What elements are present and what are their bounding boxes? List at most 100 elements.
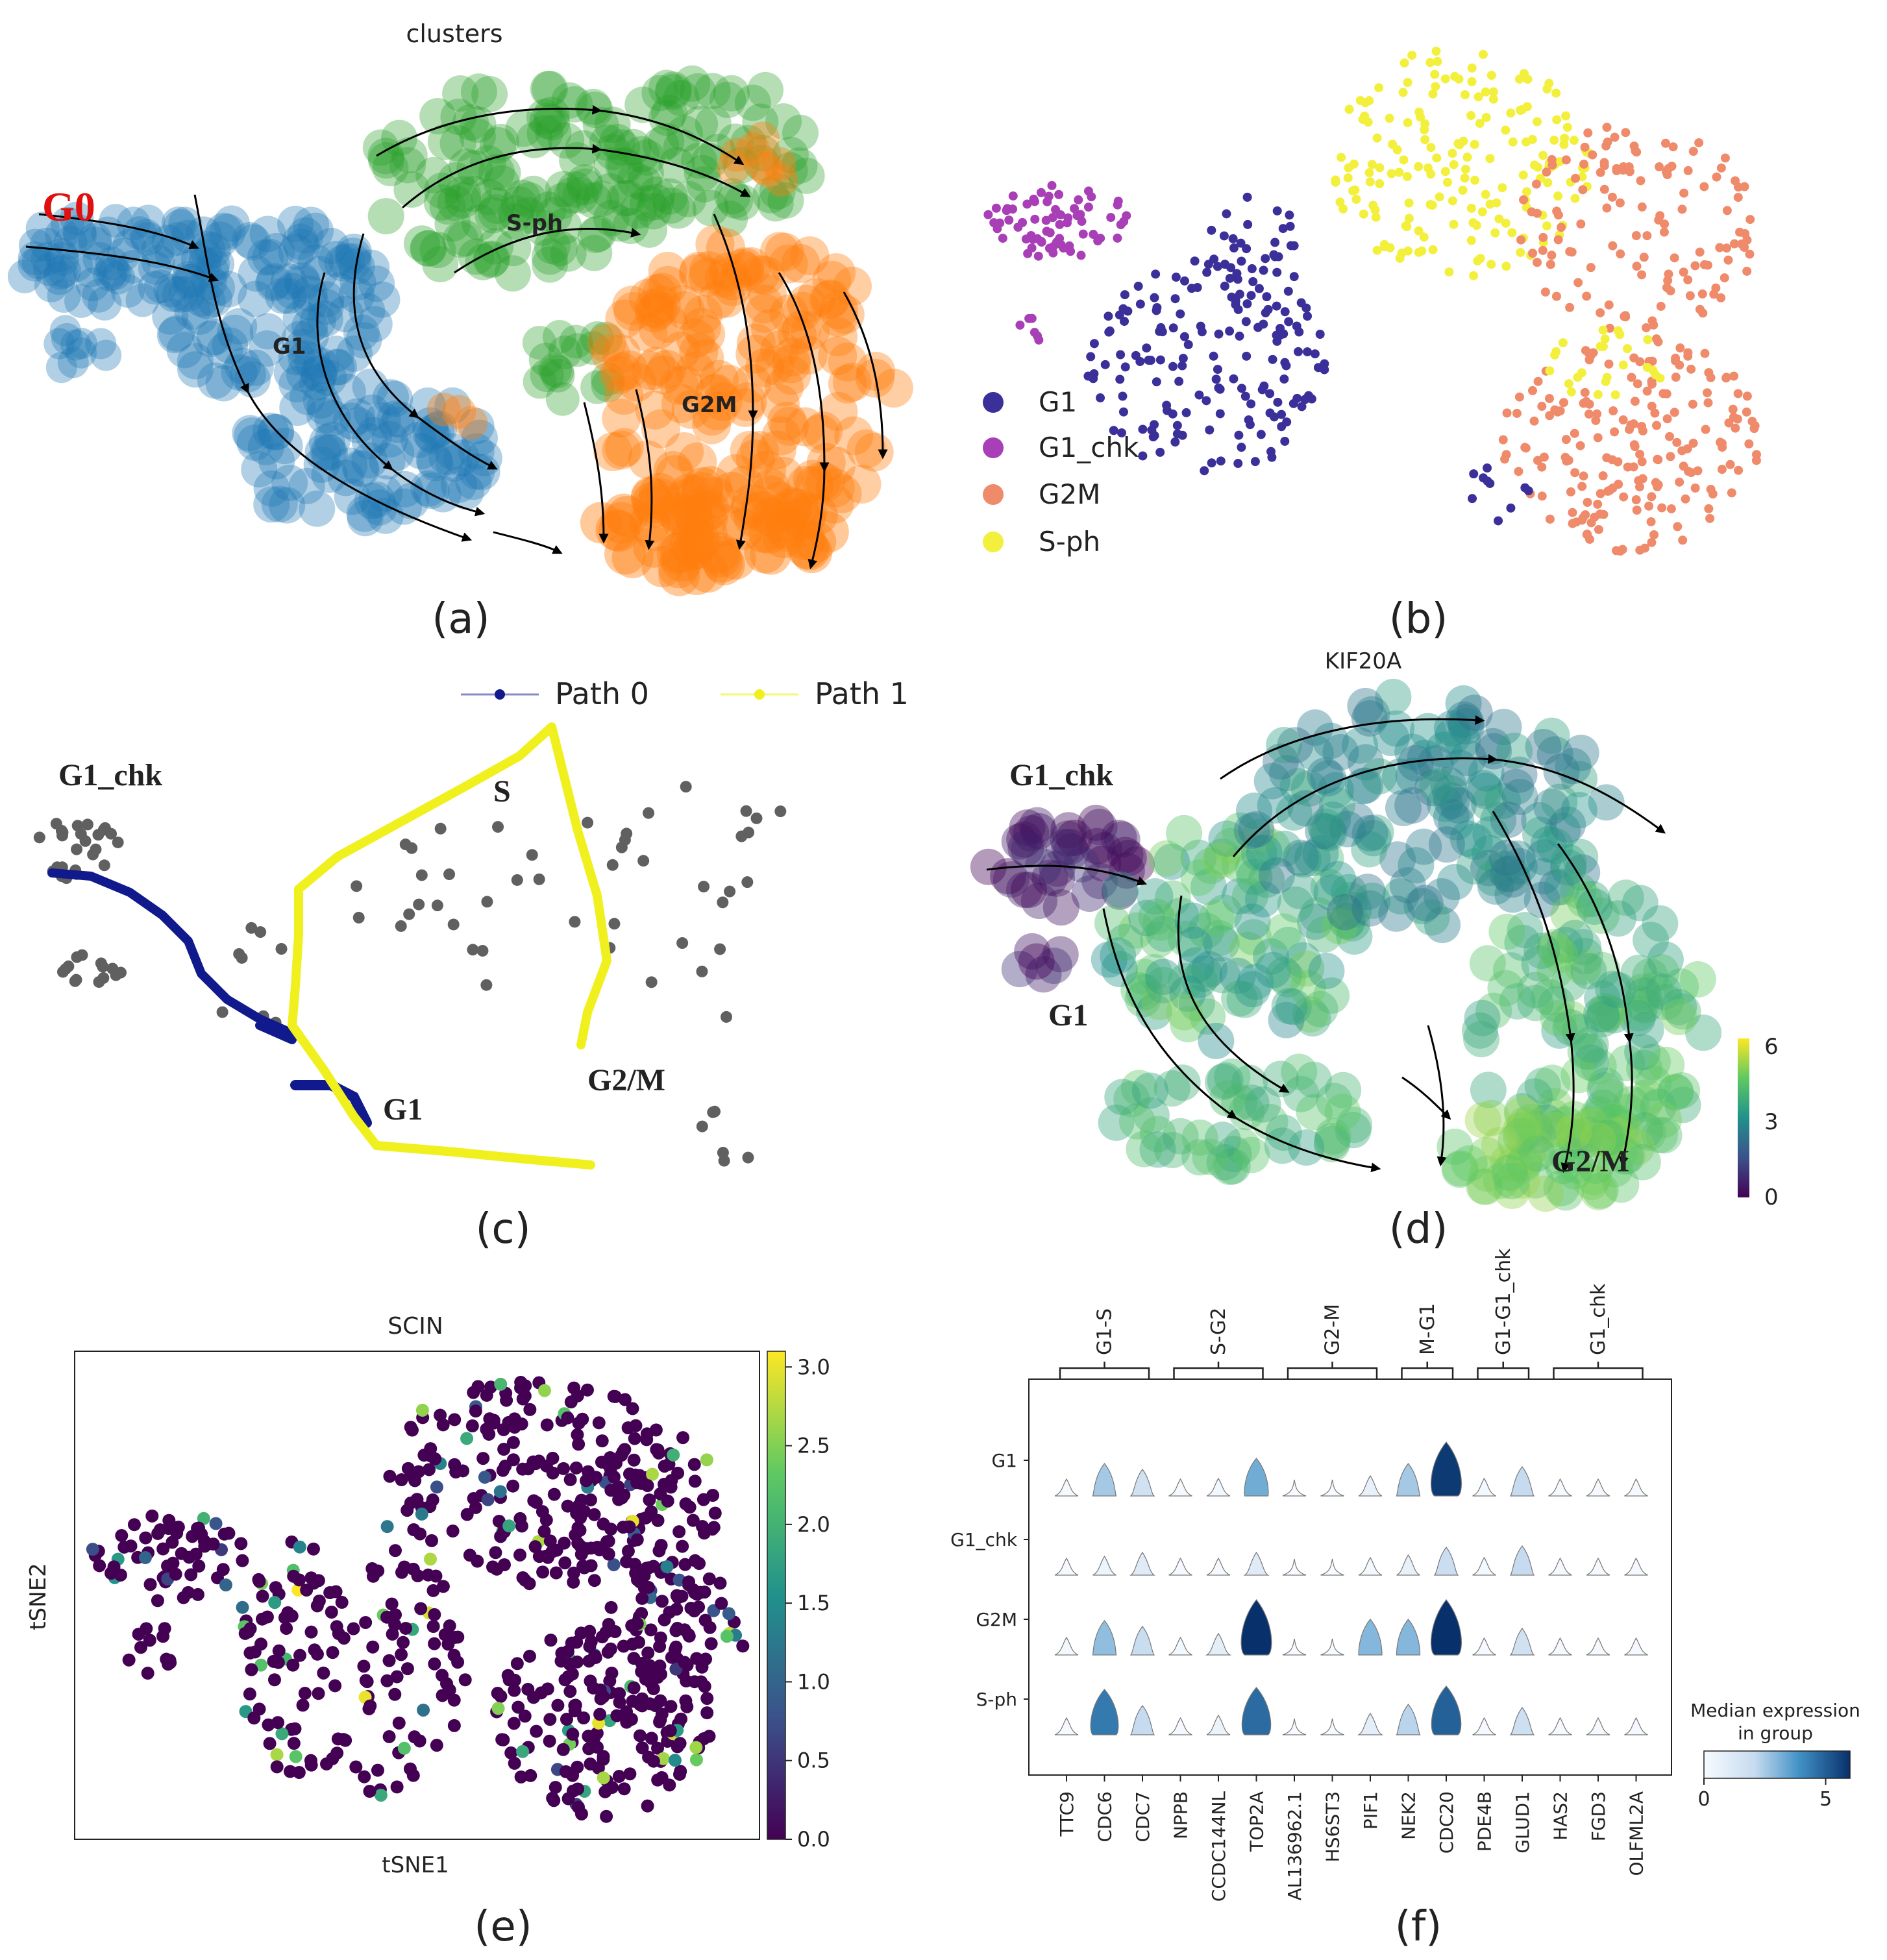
cluster-dot-blue: [112, 228, 147, 263]
cluster-dot-orange: [605, 299, 645, 339]
scatter-point-g2m: [1595, 509, 1605, 519]
scatter-point-g2m: [1679, 267, 1688, 277]
cluster-dot-orange: [638, 290, 678, 330]
expression-dot: [1477, 868, 1514, 905]
cluster-dot-orange: [676, 351, 715, 391]
expression-dot: [1565, 929, 1602, 966]
scatter-point-g2m: [1647, 537, 1657, 547]
scatter-point-g1: [1220, 281, 1229, 291]
scatter-point-g1: [1142, 343, 1152, 353]
scatter-point-g1: [1229, 243, 1239, 253]
tsne-cell-point: [497, 1558, 511, 1571]
cluster-dot-orange: [706, 228, 745, 267]
scatter-point-g2m: [1729, 371, 1739, 381]
scatter-point-g2m: [1723, 255, 1733, 265]
expression-dot: [1118, 1103, 1155, 1140]
tsne-cell-point: [349, 1760, 363, 1774]
cluster-dot-blue: [313, 228, 350, 265]
scatter-point-g1: [1468, 494, 1477, 504]
expression-dot: [1490, 1144, 1527, 1181]
cluster-dot-blue: [274, 273, 311, 310]
cluster-dot-green: [529, 103, 566, 140]
scatter-point-g2m: [1662, 414, 1672, 424]
scatter-point-g1chk: [1030, 214, 1040, 224]
cluster-dot-orange: [665, 291, 705, 330]
scatter-point-g1: [1179, 276, 1189, 286]
tsne-cell-point: [645, 1467, 659, 1481]
tsne-cell-point: [627, 1453, 641, 1467]
scatter-point-sph: [1475, 119, 1485, 129]
cluster-dot-blue: [238, 280, 275, 317]
expression-dot: [1270, 927, 1307, 964]
cluster-dot-green: [537, 352, 572, 387]
violin-G1-CDC20: [1431, 1441, 1462, 1497]
expression-dot: [1053, 833, 1090, 870]
tsne-cell-point: [236, 1554, 249, 1567]
expression-dot: [1306, 916, 1343, 953]
scatter-point-g1: [1256, 430, 1266, 439]
scatter-point-g2m: [1720, 153, 1730, 163]
cluster-dot-orange: [602, 493, 645, 535]
cluster-dot-green: [522, 325, 556, 360]
expression-dot: [1007, 829, 1044, 866]
grey-cell-point: [33, 831, 45, 844]
cluster-dot-orange: [641, 409, 680, 448]
grey-cell-point: [774, 805, 787, 818]
tsne-cell-point: [623, 1520, 636, 1534]
scatter-point-g2m: [1733, 414, 1742, 424]
grey-cell-point: [112, 836, 124, 848]
expression-dot: [1498, 1123, 1535, 1160]
scatter-point-sph: [1570, 136, 1579, 145]
expression-dot: [1163, 897, 1200, 934]
tsne-cell-point: [271, 1716, 285, 1730]
violin-S-ph-TTC9: [1054, 1717, 1079, 1735]
scatter-point-g2m: [1735, 227, 1745, 237]
violin-G2M-AL136962.1: [1282, 1638, 1307, 1656]
tsne-cell-point: [584, 1559, 598, 1573]
scatter-point-sph: [1435, 192, 1444, 202]
scatter-point-g2m: [1681, 494, 1690, 504]
tsne-cell-point: [151, 1594, 164, 1608]
tsne-cell-point: [572, 1438, 586, 1451]
tsne-cell-point: [629, 1419, 643, 1432]
tsne-cell-point: [655, 1770, 669, 1784]
cluster-dot-orange: [602, 398, 641, 438]
grey-cell-point: [676, 937, 689, 949]
scatter-point-g1: [1294, 327, 1304, 337]
grey-cell-point: [740, 805, 752, 817]
scatter-point-g1: [1214, 329, 1224, 339]
expression-dot: [1297, 735, 1334, 772]
scatter-point-g2m: [1586, 263, 1596, 273]
expression-dot: [1467, 1168, 1504, 1205]
violin-G2M-CDC6: [1092, 1620, 1117, 1656]
scatter-point-sph: [1533, 162, 1543, 172]
expression-dot: [1100, 820, 1137, 857]
cluster-dot-green: [423, 184, 460, 221]
tsne-cell-point: [325, 1605, 338, 1619]
cluster-dot-orange: [658, 546, 700, 589]
scatter-point-sph: [1610, 390, 1620, 400]
expression-dot: [1354, 882, 1391, 919]
scatter-point-g2m: [1717, 465, 1727, 474]
cluster-dot-blue: [161, 206, 195, 241]
violin-S-ph-NPPB: [1168, 1717, 1192, 1735]
expression-dot: [1154, 880, 1191, 917]
expression-dot: [1607, 879, 1644, 916]
cluster-dot-green: [781, 147, 818, 184]
gene-label: HAS2: [1550, 1791, 1572, 1841]
cluster-dot-orange: [819, 392, 858, 432]
scatter-point-g1: [1237, 443, 1246, 452]
cluster-dot-green: [445, 176, 482, 213]
tsne-cell-point: [395, 1473, 408, 1487]
violin-G2M-CDC7: [1129, 1626, 1155, 1656]
tsne-cell-point: [563, 1685, 577, 1698]
tsne-cell-point: [587, 1574, 601, 1587]
expression-dot: [1257, 787, 1294, 824]
scatter-point-g1chk: [1059, 243, 1068, 253]
cluster-dot-blue: [317, 336, 354, 373]
scatter-point-g2m: [1533, 258, 1542, 267]
grey-cell-point: [615, 841, 628, 853]
tsne-cell-point: [465, 1419, 479, 1433]
expression-dot: [1120, 1070, 1157, 1107]
expression-dot: [1566, 881, 1603, 918]
